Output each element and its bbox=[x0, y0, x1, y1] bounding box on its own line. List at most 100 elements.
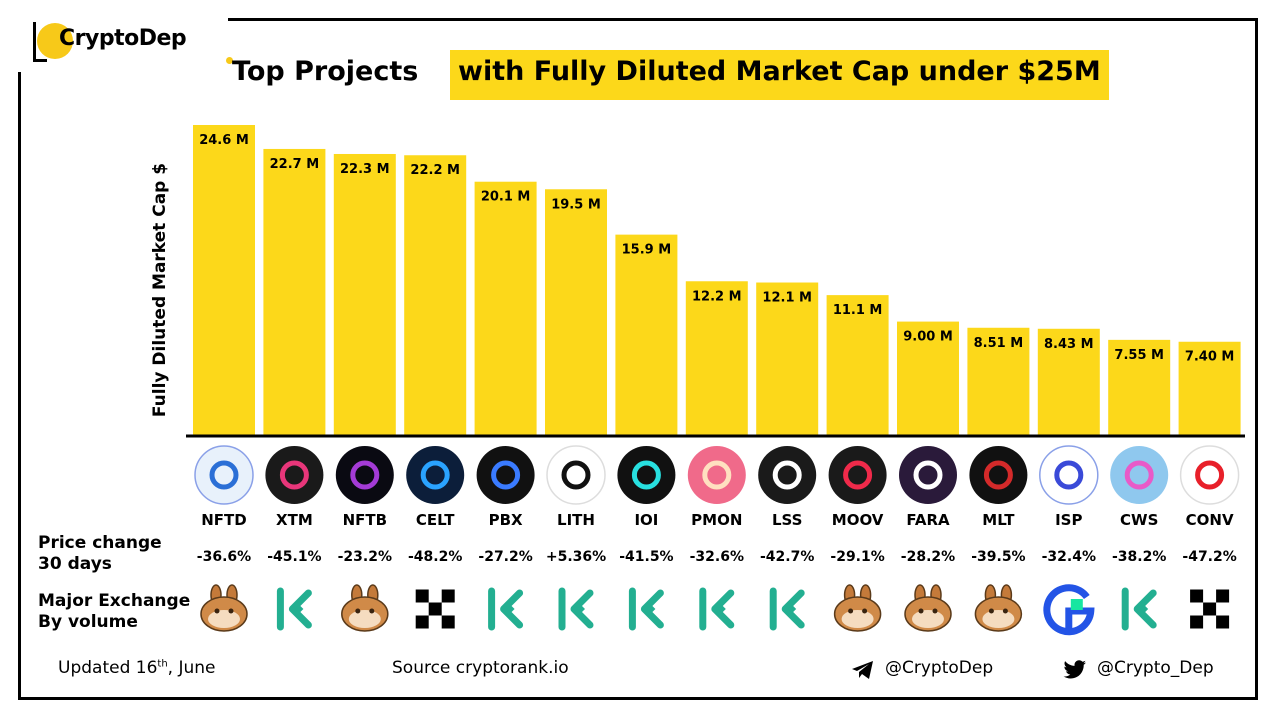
price-change-label-line1: Price change bbox=[38, 533, 162, 553]
bar-nftb bbox=[333, 153, 396, 435]
pancakeswap-icon-part bbox=[369, 608, 375, 614]
pancakeswap-icon bbox=[341, 584, 389, 632]
pancakeswap-icon-part bbox=[208, 610, 240, 628]
chart-frame bbox=[18, 18, 1258, 700]
token-symbol: MLT bbox=[982, 511, 1015, 529]
lith-icon bbox=[546, 445, 606, 505]
pancakeswap-icon-part bbox=[214, 608, 220, 614]
kucoin-icon-part bbox=[295, 605, 304, 613]
mlt-icon bbox=[969, 446, 1028, 504]
source-text: Source cryptorank.io bbox=[392, 658, 569, 678]
celt-icon-mark bbox=[420, 460, 450, 490]
bar-pmon bbox=[685, 281, 748, 435]
price-change-row-label: Price change 30 days bbox=[38, 533, 162, 575]
fara-icon bbox=[899, 446, 957, 504]
price-change-value: -38.2% bbox=[1112, 549, 1166, 565]
bar-lith bbox=[545, 189, 607, 435]
mlt-icon-mark bbox=[983, 460, 1013, 490]
bar-xtm bbox=[263, 148, 326, 435]
xtm-icon bbox=[265, 446, 324, 504]
kucoin-icon-part bbox=[788, 605, 797, 613]
kucoin-icon-part bbox=[288, 589, 312, 629]
price-change-value: -36.6% bbox=[197, 549, 251, 565]
bar-value-label: 12.1 M bbox=[762, 291, 812, 306]
kucoin-icon bbox=[628, 587, 664, 631]
pancakeswap-icon-part bbox=[918, 608, 924, 614]
price-change-value: -41.5% bbox=[619, 549, 673, 565]
bar-value-label: 22.2 M bbox=[410, 163, 460, 178]
kucoin-icon bbox=[488, 587, 524, 631]
pancakeswap-icon-part bbox=[912, 610, 944, 628]
xtm-icon-mark bbox=[279, 460, 309, 490]
exchange-label-line1: Major Exchange bbox=[38, 591, 191, 611]
pancakeswap-icon-part bbox=[1002, 608, 1008, 614]
nftb-icon bbox=[335, 446, 394, 504]
lith-icon-bg bbox=[546, 445, 606, 505]
bar-value-label: 7.40 M bbox=[1185, 350, 1235, 365]
price-change-value: -23.2% bbox=[338, 549, 392, 565]
bar-isp bbox=[1037, 328, 1100, 435]
okx-icon-part bbox=[1203, 602, 1217, 616]
token-symbol: ISP bbox=[1055, 511, 1082, 529]
moov-icon-bg bbox=[828, 446, 887, 504]
kucoin-icon bbox=[1121, 587, 1157, 631]
celt-icon bbox=[406, 446, 465, 504]
pancakeswap-icon-part bbox=[841, 610, 874, 628]
price-change-value: -27.2% bbox=[478, 549, 532, 565]
kucoin-icon-part bbox=[717, 605, 726, 613]
moov-icon bbox=[828, 446, 887, 504]
okx-icon-part bbox=[441, 615, 455, 629]
twitter-handle[interactable]: @Crypto_Dep bbox=[1097, 658, 1214, 678]
fara-icon-mark bbox=[913, 460, 943, 490]
pbx-icon-mark bbox=[491, 460, 521, 490]
price-change-value: -42.7% bbox=[760, 549, 814, 565]
exchange-label-line2: By volume bbox=[38, 612, 138, 632]
pbx-icon bbox=[476, 446, 535, 504]
lss-icon-bg bbox=[758, 446, 817, 504]
pmon-icon-mark bbox=[702, 460, 732, 490]
ioi-icon bbox=[617, 446, 676, 504]
nftd-icon bbox=[194, 445, 254, 505]
isp-icon-bg bbox=[1039, 445, 1099, 505]
pancakeswap-icon-part bbox=[988, 608, 994, 614]
price-change-value: -32.4% bbox=[1042, 549, 1096, 565]
bar-value-label: 9.00 M bbox=[903, 330, 953, 345]
token-symbol: IOI bbox=[634, 511, 658, 529]
bar-value-label: 12.2 M bbox=[692, 289, 742, 304]
isp-icon bbox=[1039, 445, 1099, 505]
telegram-icon bbox=[852, 661, 873, 679]
nftb-icon-mark bbox=[350, 460, 380, 490]
price-change-value: -39.5% bbox=[971, 549, 1025, 565]
token-symbol: CONV bbox=[1186, 511, 1234, 529]
price-change-label-line2: 30 days bbox=[38, 554, 112, 574]
logo-bracket bbox=[33, 22, 47, 62]
price-change-value: -32.6% bbox=[690, 549, 744, 565]
celt-icon-bg bbox=[406, 446, 465, 504]
cws-icon bbox=[1110, 446, 1169, 504]
kucoin-icon-part bbox=[1140, 605, 1149, 613]
pancakeswap-icon bbox=[200, 584, 248, 632]
conv-icon-mark bbox=[1195, 460, 1225, 490]
bar-nftd bbox=[193, 125, 255, 435]
bar-value-label: 7.55 M bbox=[1114, 348, 1164, 363]
isp-icon-mark bbox=[1054, 460, 1084, 490]
pancakeswap-icon-part bbox=[348, 610, 381, 628]
pancakeswap-icon bbox=[904, 584, 952, 632]
pancakeswap-icon-part bbox=[848, 608, 854, 614]
kucoin-icon-part bbox=[1133, 589, 1157, 629]
nftb-icon-bg bbox=[335, 446, 394, 504]
bar-lss bbox=[756, 282, 819, 435]
price-change-value: +5.36% bbox=[546, 549, 606, 565]
chart-title-part2: with Fully Diluted Market Cap under $25M bbox=[450, 50, 1109, 100]
pancakeswap-icon-part bbox=[862, 608, 868, 614]
bar-ioi bbox=[615, 234, 678, 435]
okx-icon-part bbox=[1216, 615, 1230, 629]
logo-circle bbox=[37, 23, 73, 59]
lith-icon-mark bbox=[561, 460, 591, 490]
bar-conv bbox=[1178, 341, 1241, 435]
bar-mlt bbox=[967, 327, 1030, 435]
token-symbol: CWS bbox=[1120, 511, 1158, 529]
telegram-handle[interactable]: @CryptoDep bbox=[885, 658, 994, 678]
kucoin-icon-part bbox=[500, 589, 524, 629]
kucoin-icon-part bbox=[711, 589, 735, 629]
